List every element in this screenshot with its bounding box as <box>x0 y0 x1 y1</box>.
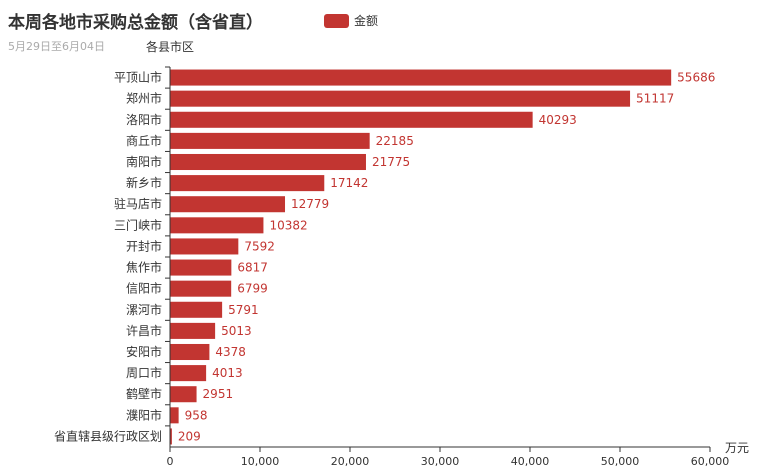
legend-label: 金额 <box>354 14 379 28</box>
category-label: 平顶山市 <box>114 70 162 85</box>
bar[interactable] <box>170 90 631 107</box>
y-axis-name: 各县市区 <box>146 39 194 54</box>
x-tick-label: 20,000 <box>331 455 370 468</box>
data-label: 40293 <box>539 113 577 127</box>
data-label: 4378 <box>215 345 246 359</box>
x-tick-label: 50,000 <box>601 455 640 468</box>
x-tick-label: 40,000 <box>511 455 550 468</box>
bar[interactable] <box>170 428 172 445</box>
data-label: 209 <box>178 429 201 443</box>
data-label: 55686 <box>677 71 715 85</box>
category-label: 省直辖县级行政区划 <box>54 428 162 443</box>
bar[interactable] <box>170 280 232 297</box>
bar[interactable] <box>170 153 366 171</box>
data-label: 12779 <box>291 197 329 211</box>
category-label: 开封市 <box>126 238 162 253</box>
bar[interactable] <box>170 343 210 361</box>
category-label: 周口市 <box>126 365 162 380</box>
bar[interactable] <box>170 386 197 403</box>
data-label: 51117 <box>636 92 674 106</box>
category-label: 三门峡市 <box>114 217 162 232</box>
data-label: 6817 <box>237 261 268 275</box>
category-label: 安阳市 <box>126 344 162 359</box>
data-label: 21775 <box>372 155 410 169</box>
category-label: 濮阳市 <box>126 407 162 422</box>
data-label: 958 <box>185 408 208 422</box>
bar[interactable] <box>170 196 286 213</box>
category-label: 焦作市 <box>126 260 162 275</box>
x-tick-label: 60,000 <box>691 455 730 468</box>
x-tick-label: 30,000 <box>421 455 460 468</box>
category-label: 洛阳市 <box>126 112 162 127</box>
category-label: 南阳市 <box>126 154 162 169</box>
bar[interactable] <box>170 365 207 382</box>
category-label: 信阳市 <box>126 281 162 296</box>
data-label: 7592 <box>244 239 275 253</box>
chart-title: 本周各地市采购总金额（含省直） <box>8 13 263 33</box>
category-label: 商丘市 <box>126 133 162 148</box>
category-label: 驻马店市 <box>114 196 162 211</box>
x-axis-name: 万元 <box>725 441 749 455</box>
bar[interactable] <box>170 259 232 276</box>
bar[interactable] <box>170 238 239 255</box>
category-label: 漯河市 <box>126 302 162 317</box>
bar[interactable] <box>170 69 672 86</box>
legend-swatch <box>324 13 349 28</box>
data-label: 6799 <box>237 282 268 296</box>
x-tick-label: 10,000 <box>241 455 280 468</box>
data-label: 5013 <box>221 324 252 338</box>
category-label: 许昌市 <box>126 323 162 338</box>
data-label: 4013 <box>212 366 243 380</box>
chart-subtitle: 5月29日至6月04日 <box>8 40 105 53</box>
category-label: 新乡市 <box>126 175 162 190</box>
data-label: 22185 <box>376 134 414 148</box>
bar[interactable] <box>170 322 216 339</box>
bar[interactable] <box>170 111 533 128</box>
bar[interactable] <box>170 407 179 424</box>
bar[interactable] <box>170 217 264 234</box>
x-tick-label: 0 <box>167 455 174 468</box>
bar[interactable] <box>170 132 370 149</box>
data-label: 2951 <box>203 387 234 401</box>
data-label: 17142 <box>330 176 368 190</box>
bar[interactable] <box>170 175 325 192</box>
data-label: 5791 <box>228 303 259 317</box>
legend-item[interactable]: 金额 <box>324 12 378 29</box>
category-label: 郑州市 <box>126 91 162 106</box>
category-label: 鹤壁市 <box>126 386 162 401</box>
data-label: 10382 <box>269 218 307 232</box>
bar[interactable] <box>170 301 223 318</box>
axes-group: 平顶山市郑州市洛阳市商丘市南阳市新乡市驻马店市三门峡市开封市焦作市信阳市漯河市许… <box>54 66 730 468</box>
